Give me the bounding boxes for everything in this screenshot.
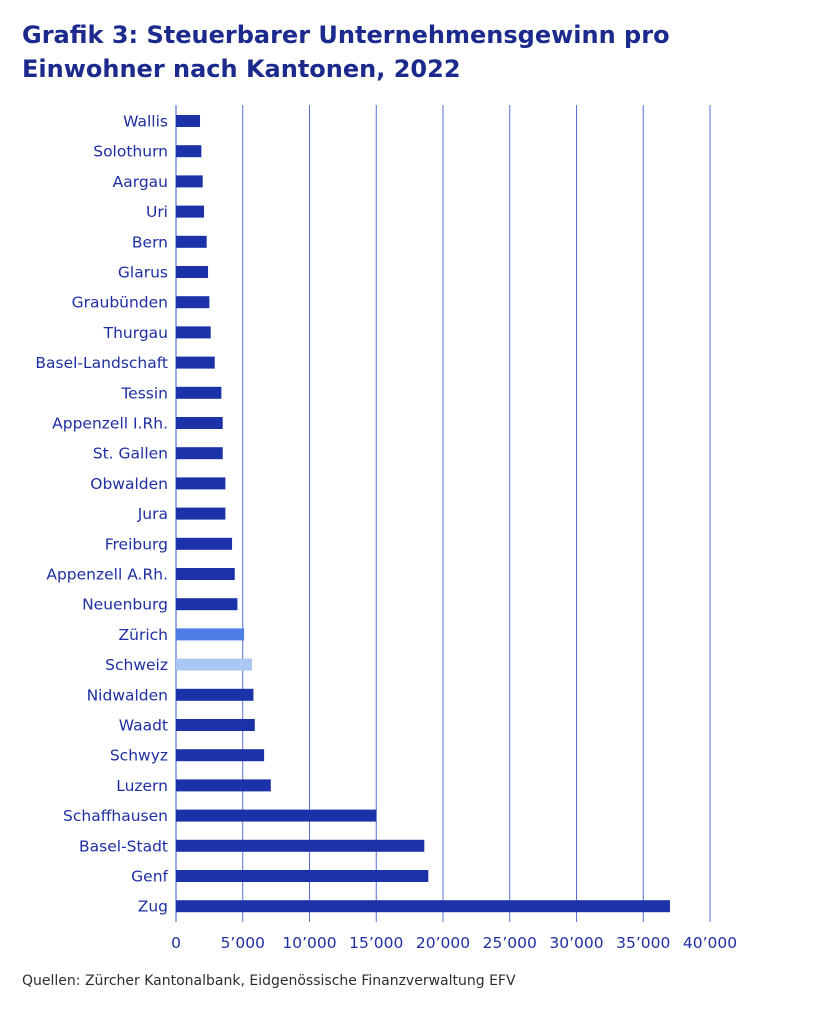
- bar-luzern: [176, 779, 271, 792]
- category-label: Luzern: [116, 777, 168, 795]
- category-label: Genf: [131, 868, 168, 886]
- grid-lines: [175, 105, 711, 922]
- category-label: Zug: [138, 898, 168, 916]
- bar-schwyz: [176, 749, 265, 762]
- category-label: Appenzell I.Rh.: [52, 415, 168, 433]
- category-label: Freiburg: [105, 535, 168, 553]
- x-tick-label: 30’000: [549, 934, 603, 952]
- chart-title: Grafik 3: Steuerbarer Unternehmensgewinn…: [22, 21, 670, 83]
- category-label: Zürich: [119, 626, 168, 644]
- category-label: Neuenburg: [82, 596, 168, 614]
- category-label: Basel-Stadt: [79, 837, 168, 855]
- bar-basel-stadt: [176, 839, 425, 852]
- bar-schaffhausen: [176, 809, 377, 822]
- x-tick-label: 25’000: [483, 934, 537, 952]
- category-label: Graubünden: [72, 294, 168, 312]
- category-label: Uri: [146, 203, 168, 221]
- source-note: Quellen: Zürcher Kantonalbank, Eidgenöss…: [22, 973, 516, 989]
- bar-basel-landschaft: [176, 356, 215, 369]
- bar-wallis: [176, 115, 201, 127]
- x-tick-label: 15’000: [349, 934, 403, 952]
- bar-nidwalden: [176, 688, 254, 701]
- bar-appenzell-a-rh-: [176, 568, 235, 580]
- x-tick-label: 20’000: [416, 934, 470, 952]
- category-label: St. Gallen: [93, 445, 168, 463]
- bar-freiburg: [176, 537, 233, 550]
- bar-schweiz: [176, 658, 253, 671]
- bar-zug: [176, 900, 670, 913]
- bar-solothurn: [176, 145, 202, 158]
- bar-waadt: [176, 719, 255, 731]
- bar-obwalden: [176, 477, 226, 490]
- category-label: Basel-Landschaft: [35, 354, 168, 372]
- category-label: Glarus: [118, 264, 168, 282]
- category-label: Schweiz: [105, 656, 168, 674]
- bar-thurgau: [176, 326, 211, 339]
- category-label: Schwyz: [110, 747, 168, 765]
- bar-graubünden: [176, 296, 210, 309]
- category-label: Solothurn: [93, 143, 168, 161]
- bar-tessin: [176, 386, 222, 399]
- bar-genf: [176, 870, 429, 882]
- category-labels: Wallis Solothurn Aargau Uri Bern Glarus Graubü…: [35, 113, 168, 916]
- category-label: Bern: [132, 233, 168, 251]
- category-label: Appenzell A.Rh.: [46, 566, 168, 584]
- category-label: Aargau: [113, 173, 168, 191]
- category-label: Wallis: [123, 113, 168, 131]
- category-label: Waadt: [119, 717, 168, 735]
- bars: [176, 115, 670, 913]
- bar-aargau: [176, 175, 203, 188]
- bar-zürich: [176, 628, 245, 641]
- bar-neuenburg: [176, 598, 238, 611]
- bar-bern: [176, 235, 207, 248]
- x-tick-label: 0: [171, 934, 181, 952]
- category-label: Schaffhausen: [63, 807, 168, 825]
- category-label: Nidwalden: [87, 686, 168, 704]
- x-tick-label: 35’000: [616, 934, 670, 952]
- bar-appenzell-i-rh-: [176, 417, 223, 429]
- x-tick-label: 5’000: [221, 934, 265, 952]
- x-tick-label: 10’000: [282, 934, 336, 952]
- x-tick-label: 40’000: [683, 934, 737, 952]
- category-label: Jura: [137, 505, 168, 523]
- category-label: Tessin: [120, 384, 168, 402]
- bar-jura: [176, 507, 226, 520]
- bar-glarus: [176, 266, 209, 278]
- category-label: Obwalden: [90, 475, 168, 493]
- x-axis-ticks: 0 5’000 10’000 15’000 20’000 25’000 30’000 35’0…: [171, 934, 737, 952]
- bar-uri: [176, 205, 205, 218]
- bar-st-gallen: [176, 447, 223, 460]
- category-label: Thurgau: [103, 324, 168, 342]
